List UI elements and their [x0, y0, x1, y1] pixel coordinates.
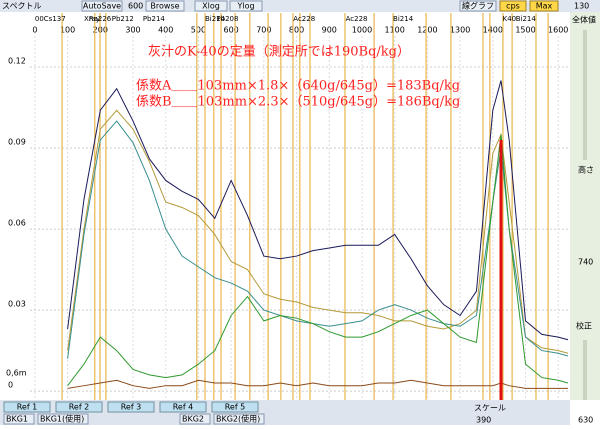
nuclide-label: Pb208	[216, 15, 238, 23]
browse-button[interactable]	[145, 0, 185, 12]
scale-label: スケール	[474, 404, 506, 413]
annotation: 灰汁のK-40の定量（測定所では190Bq/kg）	[148, 45, 410, 60]
autosave-label[interactable]: AutoSave	[83, 2, 121, 11]
bkg-button[interactable]	[179, 413, 211, 425]
y-extra-label: 0,6m	[6, 369, 27, 378]
ref-label[interactable]: Ref 4	[173, 403, 194, 412]
bkg-button[interactable]	[37, 413, 89, 425]
window-title: スペクトル	[2, 2, 41, 11]
x-tick-label: 900	[322, 26, 337, 35]
nuclide-label: Pb212	[112, 15, 134, 23]
x-tick-label: 800	[289, 26, 304, 35]
xlog-button[interactable]	[194, 0, 228, 12]
scale-value: 390	[476, 416, 491, 425]
x-tick-label: 100	[60, 26, 75, 35]
y-tick-label: 0	[8, 381, 13, 390]
spectrum-line	[67, 120, 569, 359]
ref-label[interactable]: Ref 2	[69, 403, 90, 412]
nuclide-label: Ac228	[346, 15, 368, 23]
annotation: 係数B＿＿103mm×2.3×（510g/645g）=186Bq/kg	[136, 95, 460, 110]
nuclide-label: Ra226	[89, 15, 112, 23]
ylog-label[interactable]: Ylog	[236, 2, 254, 11]
line-graph-button[interactable]	[459, 0, 497, 12]
x-tick-label: 1100	[385, 26, 405, 35]
nuclide-label: Pb214	[143, 15, 166, 23]
xlog-label[interactable]: Xlog	[202, 2, 220, 11]
bkg-button[interactable]	[213, 413, 265, 425]
x-tick-label: 1600	[548, 26, 568, 35]
side-calib-label: 校正	[576, 321, 592, 331]
y-tick-label: 0.09	[8, 138, 26, 147]
nuclide-label: 00Cs137	[35, 15, 66, 23]
max-label[interactable]: Max	[536, 2, 553, 11]
x-tick-label: 700	[256, 26, 271, 35]
y-tick-label: 0.06	[8, 219, 26, 228]
x-tick-label: 1000	[352, 26, 372, 35]
ref-label[interactable]: Ref 3	[121, 403, 142, 412]
calib-slider[interactable]	[583, 340, 587, 400]
max-button[interactable]	[529, 0, 559, 12]
nuclide-label: Bi214	[205, 15, 226, 23]
autosave-value: 600	[128, 2, 143, 11]
bkg-label[interactable]: BKG1	[6, 415, 28, 424]
ylog-button[interactable]	[229, 0, 263, 12]
side-full-label: 全体値	[572, 15, 596, 25]
annotation: 係数A＿＿103mm×1.8×（640g/645g）=183Bq/kg	[136, 79, 460, 94]
cps-button[interactable]	[499, 0, 527, 12]
x-tick-label: 1300	[450, 26, 470, 35]
autosave-button[interactable]	[81, 0, 123, 12]
line-graph-label[interactable]: 線グラフ	[462, 1, 494, 11]
ref-label[interactable]: Ref 1	[17, 403, 38, 412]
y-tick-label: 0.12	[8, 57, 26, 66]
x-tick-label: 1200	[417, 26, 437, 35]
bkg-label[interactable]: BKG2(使用)	[216, 414, 260, 424]
browse-label[interactable]: Browse	[150, 2, 179, 11]
ref-label[interactable]: Ref 5	[225, 403, 246, 412]
x-tick-label: 500	[191, 26, 206, 35]
height-slider[interactable]	[583, 30, 587, 160]
nuclide-label: Xray	[84, 15, 100, 23]
ref-toggle[interactable]	[107, 401, 155, 413]
nuclide-label: Bi214	[393, 15, 414, 23]
spectrum-line	[67, 379, 569, 389]
ref-toggle[interactable]	[55, 401, 103, 413]
x-tick-label: 1400	[483, 26, 503, 35]
side-height-label: 高さ	[578, 165, 594, 175]
nuclide-label: K40	[503, 15, 517, 23]
bkg-button[interactable]	[3, 413, 35, 425]
x-tick-label: 0	[32, 26, 37, 35]
x-tick-label: 600	[224, 26, 239, 35]
side-height-value: 740	[578, 258, 593, 267]
x-tick-label: 300	[125, 26, 140, 35]
spectrum-line	[67, 80, 569, 341]
side-calib-value: 630	[578, 416, 593, 425]
ref-toggle[interactable]	[211, 401, 259, 413]
cps-label[interactable]: cps	[506, 2, 520, 11]
x-tick-label: 1500	[515, 26, 535, 35]
spectrum-line	[67, 134, 569, 386]
bkg-label[interactable]: BKG1(使用)	[40, 414, 84, 424]
ref-toggle[interactable]	[159, 401, 207, 413]
nuclide-label: Ac228	[293, 15, 315, 23]
spectrum-line	[67, 109, 569, 354]
y-tick-label: 0.03	[8, 300, 26, 309]
x-tick-label: 400	[158, 26, 173, 35]
bkg-label[interactable]: BKG2	[182, 415, 204, 424]
top-right-value: 130	[574, 2, 589, 11]
nuclide-label: Bi214	[516, 15, 537, 23]
ref-toggle[interactable]	[3, 401, 51, 413]
